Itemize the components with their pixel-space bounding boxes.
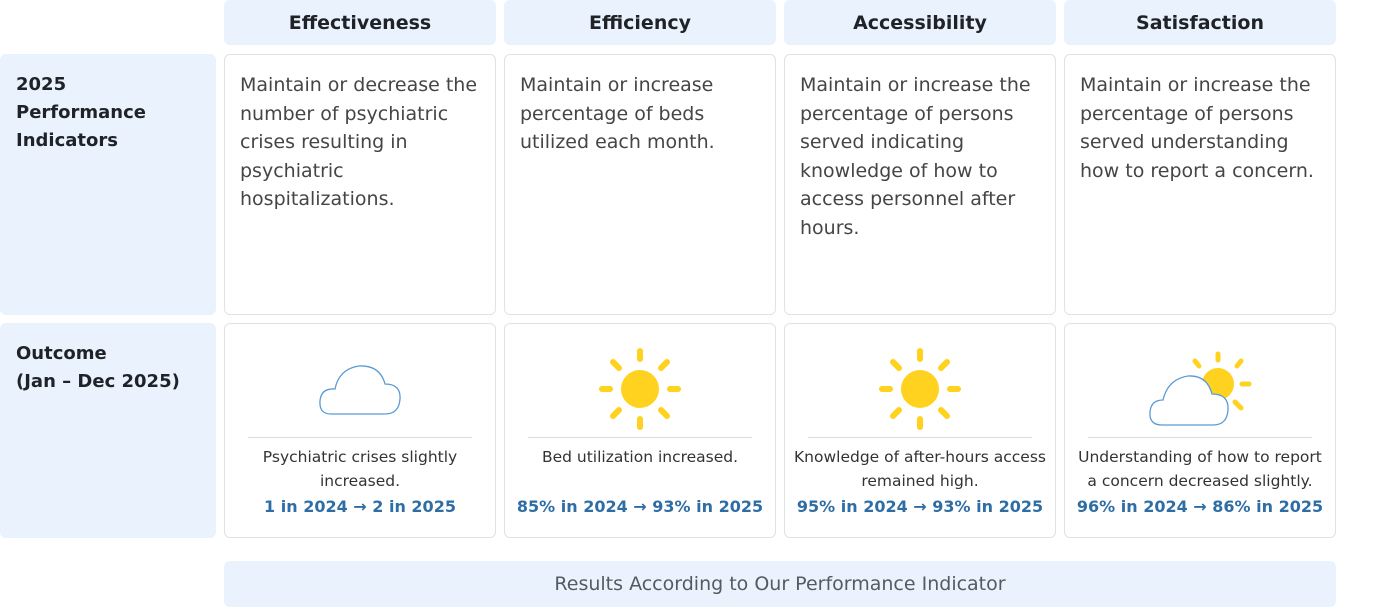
outcome-text: Psychiatric crises slightly increased. [262, 448, 458, 490]
column-header-satisfaction: Satisfaction [1064, 0, 1336, 45]
indicator-text: Maintain or increase the percentage of p… [800, 74, 1031, 239]
outcome-cell-efficiency: Bed utilization increased. 85% in 2024 →… [504, 323, 776, 538]
indicator-text: Maintain or decrease the number of psych… [240, 74, 478, 211]
outcome-cell-effectiveness: Psychiatric crises slightly increased. 1… [224, 323, 496, 538]
column-header-accessibility: Accessibility [784, 0, 1056, 45]
outcome-cell-accessibility: Knowledge of after-hours access remained… [784, 323, 1056, 538]
row-label-outcome: Outcome (Jan – Dec 2025) [0, 323, 216, 538]
divider [248, 437, 472, 438]
row-label-line: (Jan – Dec 2025) [16, 371, 180, 392]
row-label-line: Indicators [16, 130, 118, 151]
row-label-performance-indicators: 2025 Performance Indicators [0, 54, 216, 315]
indicator-cell-effectiveness: Maintain or decrease the number of psych… [224, 54, 496, 315]
indicator-cell-accessibility: Maintain or increase the percentage of p… [784, 54, 1056, 315]
indicator-text: Maintain or increase percentage of beds … [520, 74, 715, 154]
sun-icon [505, 324, 775, 434]
outcome-text: Knowledge of after-hours access remained… [793, 448, 1046, 490]
indicator-text: Maintain or increase the percentage of p… [1080, 74, 1314, 182]
outcome-metric: 1 in 2024 → 2 in 2025 [264, 497, 456, 516]
outcome-metric: 95% in 2024 → 93% in 2025 [796, 497, 1044, 516]
sun-icon [785, 324, 1055, 434]
column-header-efficiency: Efficiency [504, 0, 776, 45]
column-header-effectiveness: Effectiveness [224, 0, 496, 45]
outcome-cell-satisfaction: Understanding of how to report a concern… [1064, 323, 1336, 538]
outcome-text: Bed utilization increased. [541, 448, 739, 466]
outcome-metric: 85% in 2024 → 93% in 2025 [516, 497, 764, 516]
partly-cloudy-icon [1065, 324, 1335, 434]
divider [1088, 437, 1312, 438]
row-label-line: 2025 Performance [16, 74, 146, 123]
footer-caption: Results According to Our Performance Ind… [224, 561, 1336, 607]
divider [528, 437, 752, 438]
cloud-icon [225, 324, 495, 434]
outcome-text: Understanding of how to report a concern… [1078, 448, 1322, 490]
indicator-cell-satisfaction: Maintain or increase the percentage of p… [1064, 54, 1336, 315]
row-label-line: Outcome [16, 343, 107, 364]
outcome-metric: 96% in 2024 → 86% in 2025 [1076, 497, 1324, 516]
indicator-cell-efficiency: Maintain or increase percentage of beds … [504, 54, 776, 315]
divider [808, 437, 1032, 438]
